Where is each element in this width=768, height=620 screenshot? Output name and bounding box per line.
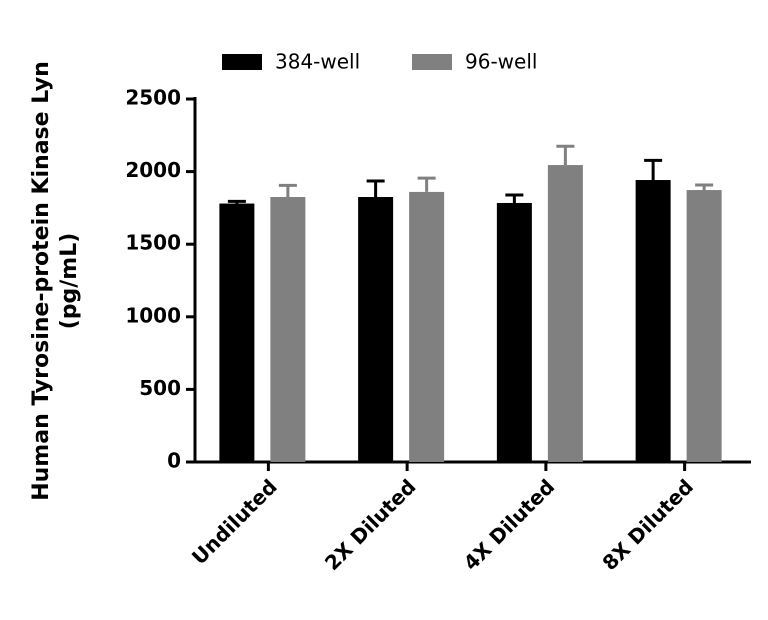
legend-label: 384-well bbox=[275, 50, 360, 74]
bar bbox=[686, 190, 722, 462]
y-tick-label: 2500 bbox=[125, 86, 181, 110]
y-tick-label: 500 bbox=[139, 376, 181, 400]
x-tick-label: 4X Diluted bbox=[459, 474, 560, 575]
legend-swatch bbox=[222, 54, 262, 70]
bar bbox=[409, 191, 445, 463]
y-axis-title-line: (pg/mL) bbox=[57, 233, 82, 330]
error-bar bbox=[278, 183, 297, 198]
error-bar bbox=[366, 179, 385, 198]
legend-swatch bbox=[412, 54, 452, 70]
x-tick-label: 8X Diluted bbox=[597, 474, 698, 575]
bar bbox=[358, 197, 394, 462]
x-tick-label-group: 8X Diluted bbox=[597, 474, 698, 575]
error-bar bbox=[644, 158, 663, 181]
y-tick-label: 2000 bbox=[125, 158, 181, 182]
x-tick-label-group: 2X Diluted bbox=[320, 474, 421, 575]
y-axis-title-line: Human Tyrosine-protein Kinase Lyn bbox=[29, 61, 54, 501]
error-bar bbox=[556, 144, 575, 166]
x-tick-label-group: Undiluted bbox=[187, 474, 282, 569]
bar bbox=[547, 165, 583, 463]
bar bbox=[270, 197, 306, 462]
x-tick-label-group: 4X Diluted bbox=[459, 474, 560, 575]
bar bbox=[496, 202, 532, 462]
y-tick-label: 0 bbox=[167, 449, 181, 473]
legend-label: 96-well bbox=[465, 50, 537, 74]
x-tick-label: 2X Diluted bbox=[320, 474, 421, 575]
error-bar bbox=[505, 193, 524, 203]
bar bbox=[219, 203, 255, 462]
error-bar bbox=[417, 176, 436, 192]
y-axis-title: Human Tyrosine-protein Kinase Lyn (pg/mL… bbox=[29, 61, 82, 501]
y-tick-label: 1000 bbox=[125, 303, 181, 327]
error-bar bbox=[695, 183, 714, 191]
y-tick-label: 1500 bbox=[125, 231, 181, 255]
x-tick-label: Undiluted bbox=[187, 474, 282, 569]
error-bar bbox=[227, 199, 246, 204]
bar bbox=[635, 180, 671, 462]
